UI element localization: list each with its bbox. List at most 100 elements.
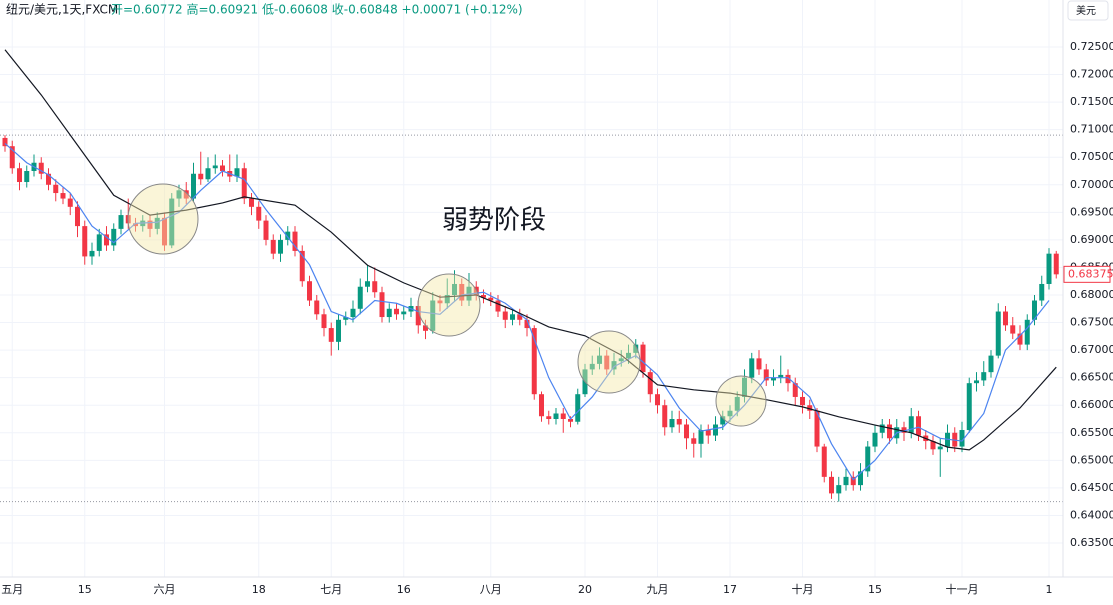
- highlight-circle: [715, 375, 767, 427]
- candle-body: [959, 430, 965, 447]
- x-tick-label: 六月: [154, 583, 176, 596]
- candle-body: [2, 137, 8, 147]
- candle-body: [807, 405, 813, 411]
- candle-body: [285, 231, 291, 240]
- candle-body: [60, 193, 66, 199]
- candle-body: [611, 361, 617, 370]
- candle-body: [481, 295, 486, 298]
- candle-body: [488, 297, 494, 301]
- candle-body: [495, 300, 501, 312]
- candle-body: [198, 173, 204, 180]
- y-tick-label: 0.69000: [1070, 233, 1113, 246]
- y-tick-label: 0.64500: [1070, 481, 1113, 494]
- candle-body: [1039, 283, 1045, 301]
- candle-body: [756, 358, 762, 370]
- candle-body: [691, 438, 697, 444]
- candle-body: [887, 424, 892, 439]
- candle-body: [684, 424, 689, 439]
- candle-body: [423, 325, 428, 331]
- candle-body: [1010, 325, 1016, 334]
- grid: [0, 0, 1063, 577]
- currency-box[interactable]: [1067, 0, 1109, 21]
- candle-body: [336, 319, 341, 342]
- candle-body: [133, 223, 138, 227]
- y-tick-label: 0.70000: [1070, 178, 1113, 191]
- candle-body: [502, 311, 508, 320]
- candle-body: [879, 424, 885, 433]
- price-label-box: [1063, 265, 1111, 283]
- candle-body: [430, 300, 436, 331]
- candle-body: [263, 220, 269, 240]
- moving-average-line: [4, 142, 1050, 481]
- y-tick-label: 0.68000: [1070, 288, 1113, 301]
- candle-body: [981, 372, 987, 381]
- candle-body: [147, 220, 153, 229]
- x-tick-label: 十一月: [946, 582, 979, 596]
- currency[interactable]: 美元: [1076, 4, 1096, 17]
- candle-body: [655, 394, 660, 406]
- candle-body: [249, 198, 254, 207]
- candle-body: [966, 383, 972, 431]
- x-tick-label: 15: [868, 583, 882, 596]
- candle-body: [626, 352, 631, 359]
- candle-body: [379, 292, 385, 318]
- candle-body: [510, 314, 515, 320]
- candle-body: [604, 355, 610, 370]
- candle-body: [1017, 333, 1023, 345]
- candle-body: [307, 281, 312, 301]
- candle-body: [792, 383, 798, 397]
- x-tick-label: 八月: [480, 583, 502, 596]
- candle-body: [647, 372, 653, 395]
- candle-body: [974, 380, 979, 384]
- candle-body: [988, 355, 994, 373]
- candle-body: [292, 231, 298, 251]
- candle-body: [9, 146, 15, 169]
- candle-body: [742, 377, 747, 397]
- candle-body: [104, 234, 109, 246]
- quote: 开=0.60772 高=0.60921 低-0.60608 收-0.60848 …: [111, 2, 523, 17]
- highlight-circle: [127, 183, 199, 255]
- candle-body: [850, 476, 856, 486]
- candle-body: [328, 328, 334, 342]
- y-tick-label: 0.64000: [1070, 508, 1113, 521]
- candle-body: [589, 363, 595, 370]
- candle-body: [843, 476, 849, 486]
- candle-body: [205, 168, 211, 180]
- candle-body: [321, 314, 327, 329]
- candle-body: [118, 215, 124, 229]
- candle-body: [901, 427, 907, 433]
- y-tick-label: 0.65000: [1070, 453, 1113, 466]
- y-tick-label: 0.71000: [1070, 123, 1113, 136]
- candle-body: [38, 162, 44, 174]
- candle-body: [930, 441, 936, 450]
- y-tick-label: 0.65500: [1070, 426, 1113, 439]
- candle-body: [669, 418, 675, 428]
- symbol: 纽元/美元,1天,FXCM: [6, 3, 118, 17]
- candle-body: [778, 374, 784, 378]
- candle-body: [633, 344, 639, 353]
- candle-body: [771, 377, 776, 381]
- candle-body: [96, 234, 102, 251]
- candle-body: [314, 300, 320, 315]
- candle-body: [82, 226, 88, 257]
- candle-body: [111, 228, 117, 246]
- y-tick-label: 0.71500: [1070, 95, 1113, 108]
- x-tick-label: 十月: [792, 582, 814, 596]
- candle-body: [270, 239, 276, 254]
- candle-body: [937, 446, 943, 450]
- candle-body: [89, 250, 95, 257]
- candle-body: [829, 476, 834, 494]
- candle-body: [517, 314, 523, 320]
- candle-body: [734, 396, 740, 411]
- candle-body: [444, 295, 450, 304]
- candle-body: [865, 446, 871, 472]
- candle-body: [67, 198, 73, 207]
- candle-body: [560, 413, 566, 419]
- x-tick-label: 1: [1046, 583, 1053, 596]
- x-tick-label: 16: [397, 583, 411, 596]
- candle-body: [459, 283, 465, 301]
- candle-body: [1024, 319, 1030, 345]
- candle-body: [546, 416, 552, 419]
